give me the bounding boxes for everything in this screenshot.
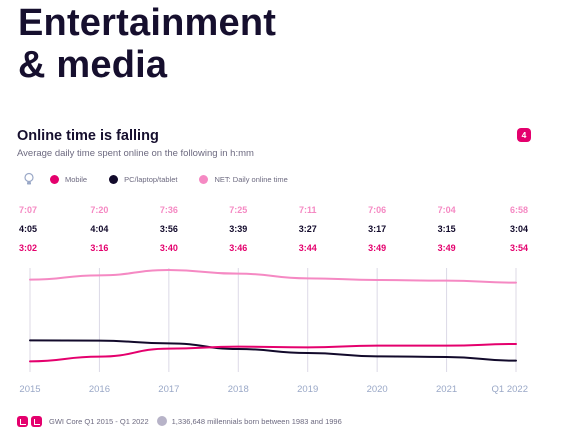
- data-label: 3:17: [368, 224, 386, 234]
- footer: GWI Core Q1 2015 - Q1 2022 1,336,648 mil…: [17, 414, 342, 428]
- footer-sample: 1,336,648 millennials born between 1983 …: [171, 416, 342, 426]
- data-label: 3:49: [438, 243, 456, 253]
- legend-swatch-pc: [109, 174, 119, 184]
- series-line: [29, 343, 517, 363]
- data-label: 3:04: [510, 224, 528, 234]
- page-title: Entertainment & media: [18, 2, 277, 86]
- legend-swatch-net: [199, 174, 209, 184]
- legend-item-mobile: Mobile: [50, 174, 88, 184]
- x-tick-label: 2019: [297, 384, 318, 395]
- legend-item-net: NET: Daily online time: [199, 174, 288, 184]
- data-label: 6:58: [510, 205, 528, 215]
- legend-swatch-mobile: [50, 174, 59, 184]
- page-number-badge: 4: [517, 128, 531, 142]
- data-label: 3:02: [19, 243, 37, 253]
- data-label: 7:25: [229, 205, 247, 215]
- legend-label-net: NET: Daily online time: [214, 174, 288, 184]
- data-label: 3:49: [368, 243, 386, 253]
- data-label: 3:56: [160, 224, 178, 234]
- data-label: 3:54: [510, 243, 528, 253]
- series-line: [29, 268, 517, 284]
- chart-legend: Mobile PC/laptop/tablet NET: Daily onlin…: [22, 172, 310, 186]
- x-tick-label: 2017: [158, 384, 179, 395]
- chart-subtitle: Average daily time spent online on the f…: [17, 148, 254, 159]
- line-chart: 7:07 7:20 7:36 7:25 7:11 7:06 7:04 6:58 4:05 4:04…: [19, 205, 528, 395]
- data-label: 4:05: [19, 224, 37, 234]
- legend-item-pc: PC/laptop/tablet: [109, 174, 178, 184]
- x-tick-label: 2021: [436, 384, 457, 395]
- footer-source: GWI Core Q1 2015 - Q1 2022: [49, 416, 149, 426]
- x-tick-label: 2020: [367, 384, 388, 395]
- data-label: 3:44: [299, 243, 317, 253]
- data-label: 4:04: [90, 224, 108, 234]
- data-label: 7:07: [19, 205, 37, 215]
- series-line: [29, 339, 517, 362]
- x-tick-label: 2015: [19, 384, 40, 395]
- people-icon: [156, 416, 167, 426]
- data-label: 7:36: [160, 205, 178, 215]
- data-label: 3:27: [299, 224, 317, 234]
- legend-label-mobile: Mobile: [65, 174, 88, 184]
- data-label: 7:20: [90, 205, 108, 215]
- x-tick-label: 2016: [89, 384, 110, 395]
- data-label: 3:46: [229, 243, 247, 253]
- lightbulb-icon: [24, 172, 34, 185]
- x-tick-label: Q1 2022: [492, 384, 528, 395]
- x-tick-label: 2018: [228, 384, 249, 395]
- chart-title: Online time is falling: [17, 128, 159, 144]
- data-label: 7:06: [368, 205, 386, 215]
- data-label: 3:39: [229, 224, 247, 234]
- data-icon: [31, 415, 42, 427]
- data-label: 3:40: [160, 243, 178, 253]
- data-label: 7:04: [438, 205, 456, 215]
- data-label: 7:11: [299, 205, 317, 215]
- legend-label-pc: PC/laptop/tablet: [124, 174, 178, 184]
- data-label: 3:16: [90, 243, 108, 253]
- bar-chart-icon: [17, 415, 28, 427]
- data-label: 3:15: [438, 224, 456, 234]
